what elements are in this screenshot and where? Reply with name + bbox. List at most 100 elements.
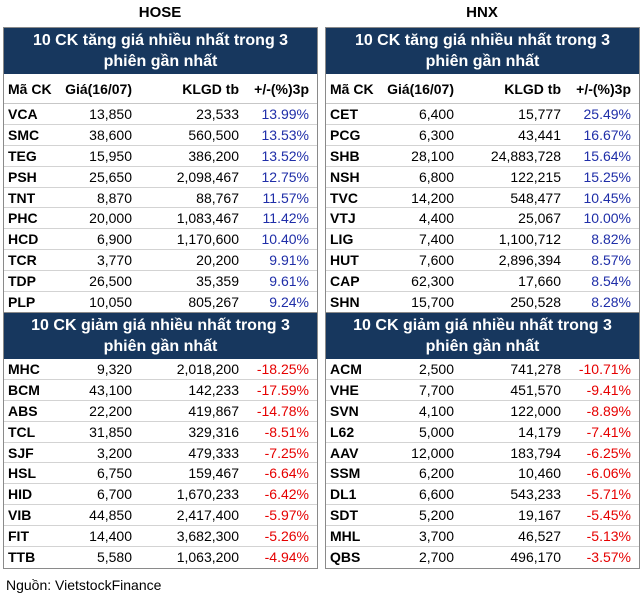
volume-cell: 741,278 xyxy=(510,360,561,377)
stock-code: PCG xyxy=(330,126,361,143)
change-cell: -8.51% xyxy=(264,423,309,440)
volume-cell: 560,500 xyxy=(188,126,239,143)
change-cell: 16.67% xyxy=(583,126,631,143)
price-cell: 3,700 xyxy=(418,528,454,545)
volume-cell: 10,460 xyxy=(518,465,561,482)
change-cell: 15.64% xyxy=(583,147,631,164)
stock-code: SVN xyxy=(330,402,359,419)
stock-code: SJF xyxy=(8,444,34,461)
table-row: SDT 5,200 19,167 -5.45% xyxy=(326,505,639,527)
stock-code: MHL xyxy=(330,528,361,545)
price-cell: 6,700 xyxy=(96,486,132,503)
table-row: VHE 7,700 451,570 -9.41% xyxy=(326,380,639,401)
table-row: SSM 6,200 10,460 -6.06% xyxy=(326,463,639,485)
hose-gainers-header: 10 CK tăng giá nhiều nhất trong 3 phiên … xyxy=(4,28,317,74)
price-cell: 4,400 xyxy=(418,210,454,227)
price-cell: 2,500 xyxy=(418,360,454,377)
stock-code: TDP xyxy=(8,273,36,290)
table-row: PCG 6,300 43,441 16.67% xyxy=(326,125,639,146)
table-row: BCM 43,100 142,233 -17.59% xyxy=(4,380,317,401)
table-row: AAV 12,000 183,794 -6.25% xyxy=(326,443,639,464)
table-row: LIG 7,400 1,100,712 8.82% xyxy=(326,229,639,251)
table-row: QBS 2,700 496,170 -3.57% xyxy=(326,547,639,568)
stock-code: DL1 xyxy=(330,486,357,503)
change-cell: 10.40% xyxy=(261,231,309,248)
price-cell: 62,300 xyxy=(411,273,454,290)
volume-cell: 3,682,300 xyxy=(176,528,239,545)
volume-cell: 2,896,394 xyxy=(498,252,561,269)
table-row: FIT 14,400 3,682,300 -5.26% xyxy=(4,526,317,548)
stock-code: TCR xyxy=(8,252,37,269)
volume-cell: 543,233 xyxy=(510,486,561,503)
table-row: TDP 26,500 35,359 9.61% xyxy=(4,271,317,293)
change-cell: 11.57% xyxy=(262,189,309,206)
volume-cell: 419,867 xyxy=(188,402,239,419)
volume-cell: 1,170,600 xyxy=(176,231,239,248)
volume-cell: 496,170 xyxy=(510,549,561,566)
table-row: DL1 6,600 543,233 -5.71% xyxy=(326,484,639,506)
change-cell: 8.57% xyxy=(591,252,631,269)
stock-code: LIG xyxy=(330,231,354,248)
stock-code: NSH xyxy=(330,168,360,185)
col-code: Mã CK xyxy=(330,80,374,97)
volume-cell: 159,467 xyxy=(188,465,239,482)
stock-code: ABS xyxy=(8,402,38,419)
change-cell: -4.94% xyxy=(264,549,309,566)
volume-cell: 43,441 xyxy=(518,126,561,143)
table-row: SHN 15,700 250,528 8.28% xyxy=(326,292,639,313)
change-cell: -6.42% xyxy=(264,486,309,503)
table-row: TVC 14,200 548,477 10.45% xyxy=(326,188,639,209)
volume-cell: 2,018,200 xyxy=(176,360,239,377)
table-row: NSH 6,800 122,215 15.25% xyxy=(326,167,639,188)
table-row: TTB 5,580 1,063,200 -4.94% xyxy=(4,547,317,568)
table-row: TNT 8,870 88,767 11.57% xyxy=(4,188,317,209)
volume-cell: 1,670,233 xyxy=(176,486,239,503)
price-cell: 6,400 xyxy=(418,105,454,122)
change-cell: -7.25% xyxy=(264,444,309,461)
table-row: PSH 25,650 2,098,467 12.75% xyxy=(4,167,317,188)
volume-cell: 2,417,400 xyxy=(176,507,239,524)
col-volume: KLGD tb xyxy=(182,80,239,97)
table-row: TCL 31,850 329,316 -8.51% xyxy=(4,422,317,443)
price-cell: 25,650 xyxy=(89,168,132,185)
volume-cell: 805,267 xyxy=(188,294,239,311)
change-cell: 8.54% xyxy=(591,273,631,290)
stock-code: TEG xyxy=(8,147,37,164)
change-cell: 12.75% xyxy=(261,168,309,185)
volume-cell: 15,777 xyxy=(518,105,561,122)
stock-code: PSH xyxy=(8,168,37,185)
table-row: HID 6,700 1,670,233 -6.42% xyxy=(4,484,317,506)
hnx-gainers-rows: CET 6,400 15,777 25.49% PCG 6,300 43,441 16.67%… xyxy=(326,104,639,313)
stock-code: VIB xyxy=(8,507,32,524)
volume-cell: 122,000 xyxy=(510,402,561,419)
table-row: HSL 6,750 159,467 -6.64% xyxy=(4,463,317,485)
volume-cell: 1,063,200 xyxy=(176,549,239,566)
change-cell: -6.06% xyxy=(586,465,631,482)
stock-code: TVC xyxy=(330,189,358,206)
stock-code: CAP xyxy=(330,273,360,290)
hnx-gainers-header: 10 CK tăng giá nhiều nhất trong 3 phiên … xyxy=(326,28,639,74)
volume-cell: 35,359 xyxy=(196,273,239,290)
volume-cell: 386,200 xyxy=(188,147,239,164)
price-cell: 4,100 xyxy=(418,402,454,419)
hose-losers-rows: MHC 9,320 2,018,200 -18.25% BCM 43,100 142,233… xyxy=(4,359,317,568)
price-cell: 13,850 xyxy=(89,105,132,122)
stock-code: PHC xyxy=(8,210,38,227)
price-cell: 5,580 xyxy=(96,549,132,566)
hnx-title: HNX xyxy=(466,4,498,21)
price-cell: 12,000 xyxy=(411,444,454,461)
hnx-gainers-column-header: Mã CK Giá(16/07) KLGD tb +/-(%)3p xyxy=(326,74,639,104)
volume-cell: 142,233 xyxy=(188,381,239,398)
stock-code: VTJ xyxy=(330,210,356,227)
change-cell: -18.25% xyxy=(256,360,309,377)
price-cell: 15,950 xyxy=(89,147,132,164)
price-cell: 6,200 xyxy=(418,465,454,482)
hose-gainers-table: 10 CK tăng giá nhiều nhất trong 3 phiên … xyxy=(3,27,318,314)
stock-code: SSM xyxy=(330,465,361,482)
change-cell: -5.13% xyxy=(586,528,631,545)
stock-code: AAV xyxy=(330,444,359,461)
table-row: L62 5,000 14,179 -7.41% xyxy=(326,422,639,443)
volume-cell: 250,528 xyxy=(510,294,561,311)
price-cell: 14,200 xyxy=(411,189,454,206)
table-row: SVN 4,100 122,000 -8.89% xyxy=(326,401,639,422)
